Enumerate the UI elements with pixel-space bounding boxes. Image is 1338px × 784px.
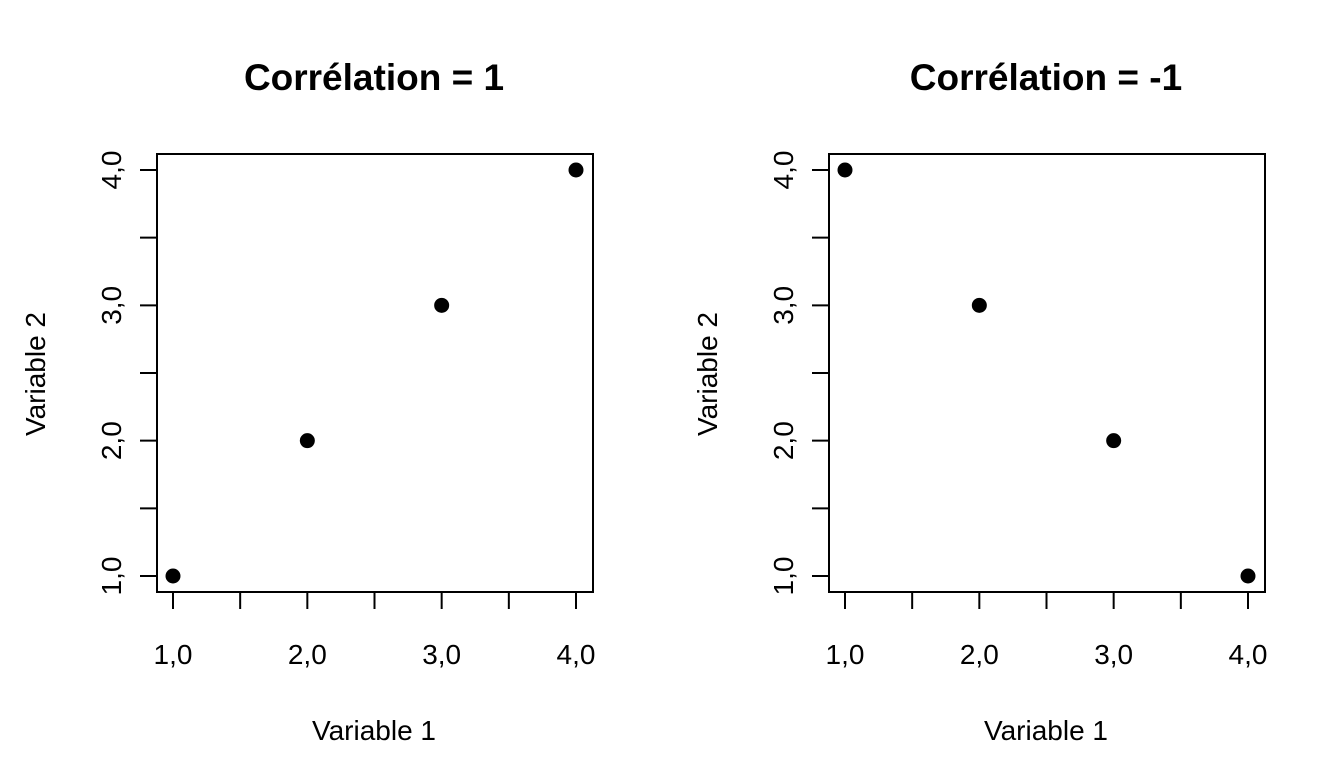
- x-tick-label: 4,0: [557, 639, 596, 670]
- x-tick-label: 3,0: [1094, 639, 1133, 670]
- x-tick-label: 2,0: [288, 639, 327, 670]
- y-axis-title: Variable 2: [692, 312, 723, 436]
- data-point: [1240, 568, 1256, 584]
- data-point: [1106, 433, 1122, 449]
- data-point: [837, 162, 853, 178]
- y-tick-label: 4,0: [96, 151, 127, 190]
- y-axis-title: Variable 2: [20, 312, 51, 436]
- panel-correlation-positive: Corrélation = 1 Variable 1 Variable 2 1,…: [20, 57, 595, 746]
- x-axis-title: Variable 1: [984, 715, 1108, 746]
- plot-frame: [828, 153, 1266, 593]
- y-tick-label: 2,0: [96, 421, 127, 460]
- y-tick-label: 3,0: [768, 286, 799, 325]
- x-tick-label: 1,0: [826, 639, 865, 670]
- y-tick-label: 4,0: [768, 151, 799, 190]
- x-tick-label: 2,0: [960, 639, 999, 670]
- chart-title: Corrélation = -1: [910, 57, 1182, 98]
- panel-correlation-negative: Corrélation = -1 Variable 1 Variable 2 1…: [692, 57, 1267, 746]
- y-tick-label: 1,0: [768, 557, 799, 596]
- data-point: [299, 433, 315, 449]
- data-point: [165, 568, 181, 584]
- x-axis-title: Variable 1: [312, 715, 436, 746]
- y-tick-label: 3,0: [96, 286, 127, 325]
- x-tick-label: 4,0: [1229, 639, 1268, 670]
- data-point: [568, 162, 584, 178]
- data-point: [971, 297, 987, 313]
- chart-title: Corrélation = 1: [244, 57, 504, 98]
- y-tick-label: 2,0: [768, 421, 799, 460]
- y-tick-label: 1,0: [96, 557, 127, 596]
- x-tick-label: 3,0: [422, 639, 461, 670]
- plot-frame: [156, 153, 594, 593]
- x-tick-label: 1,0: [154, 639, 193, 670]
- data-point: [434, 297, 450, 313]
